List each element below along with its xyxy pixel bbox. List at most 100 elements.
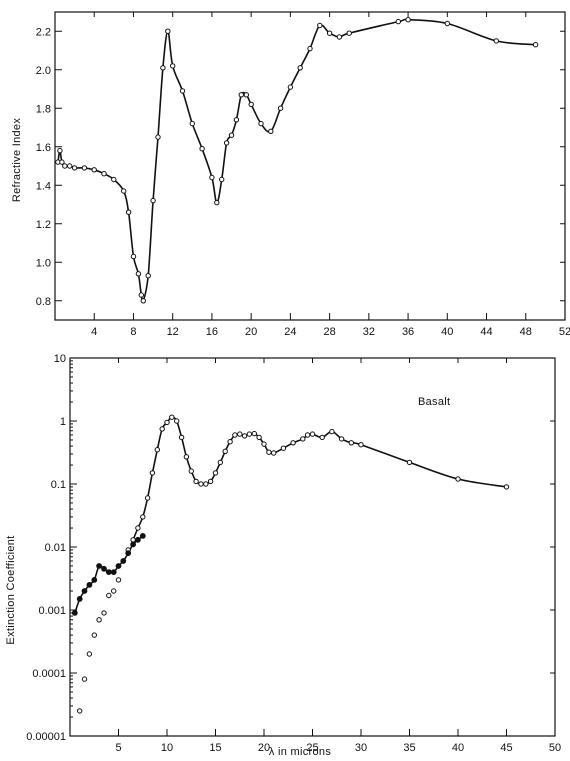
top-series-0-point bbox=[67, 163, 73, 169]
bottom-series-0-point bbox=[91, 632, 98, 638]
top-x-tick-label: 52 bbox=[559, 326, 570, 338]
top-series-0-point bbox=[170, 63, 176, 69]
top-y-tick-label: 2.2 bbox=[36, 26, 51, 38]
bottom-series-0-point bbox=[217, 459, 224, 466]
top-series-points bbox=[55, 17, 539, 304]
top-series-0-point bbox=[138, 292, 145, 298]
top-series-0-point bbox=[81, 165, 88, 171]
bottom-series-0-point bbox=[280, 445, 287, 451]
top-x-tick-label: 36 bbox=[402, 326, 414, 338]
bottom-series-0-point bbox=[246, 431, 253, 437]
bottom-series-0-point bbox=[222, 448, 228, 454]
top-series-0-point bbox=[71, 165, 78, 171]
top-y-tick-label: 2.0 bbox=[36, 65, 51, 77]
bottom-x-tick-label: 45 bbox=[500, 742, 512, 754]
top-series-0-point bbox=[493, 38, 499, 44]
top-y-tick-label: 1.8 bbox=[36, 103, 51, 115]
top-series-0-point bbox=[405, 17, 411, 23]
bottom-series-0-point bbox=[241, 433, 248, 439]
top-y-tick-label: 1.6 bbox=[36, 142, 51, 154]
top-y-tick-label: 1.2 bbox=[36, 219, 51, 231]
bottom-series-0-point bbox=[338, 436, 345, 442]
bottom-series-0-point bbox=[227, 439, 233, 445]
bottom-series-1-point bbox=[71, 610, 78, 616]
top-series-0-point bbox=[258, 120, 264, 127]
top-series-0-line bbox=[57, 18, 537, 303]
bottom-series-0-point bbox=[111, 588, 117, 594]
bottom-series-0-point bbox=[212, 470, 219, 476]
bottom-series-0-point bbox=[329, 428, 335, 435]
bottom-series-0-point bbox=[198, 481, 204, 487]
top-x-tick-label: 48 bbox=[520, 326, 532, 338]
bottom-x-tick-label: 15 bbox=[209, 742, 221, 754]
bottom-series-0-point bbox=[144, 495, 151, 501]
bottom-series-0-point bbox=[135, 525, 141, 531]
bottom-series-0-point bbox=[232, 432, 238, 438]
top-series-0-point bbox=[101, 171, 107, 177]
top-plot-frame bbox=[54, 11, 566, 321]
bottom-series-0-point bbox=[406, 459, 413, 466]
bottom-series-lines bbox=[74, 416, 508, 614]
bottom-series-0-point bbox=[178, 434, 185, 441]
bottom-y-axis: 0.00001 0.0001 0.001 0.01 0.1 1 10 bbox=[26, 353, 555, 743]
bottom-series-0-point bbox=[174, 418, 180, 424]
bottom-series-0-point bbox=[261, 441, 267, 447]
bottom-series-1-point bbox=[130, 541, 137, 548]
bottom-series-1-point bbox=[139, 533, 146, 539]
top-series-lines bbox=[57, 18, 537, 303]
top-series-0-point bbox=[160, 65, 166, 71]
bottom-x-tick-label: 25 bbox=[306, 742, 318, 754]
bottom-series-1-point bbox=[105, 569, 112, 575]
top-x-tick-label: 20 bbox=[245, 326, 257, 338]
bottom-series-0-point bbox=[188, 468, 195, 474]
extinction-coefficient-chart: 5 10 15 20 25 30 35 40 45 50 0.000010.00010.0010.… bbox=[5, 353, 561, 758]
bottom-series-0-point bbox=[237, 431, 243, 437]
top-series-0-point bbox=[307, 45, 313, 52]
bottom-series-1-point bbox=[86, 582, 93, 588]
bottom-series-0-point bbox=[86, 651, 93, 657]
top-series-0-point bbox=[326, 30, 333, 36]
top-series-0-point bbox=[209, 174, 215, 181]
top-series-0-point bbox=[150, 197, 156, 204]
bottom-y-tick-label: 0.01 bbox=[45, 542, 66, 554]
top-series-0-point bbox=[336, 34, 343, 40]
bottom-series-1-point bbox=[135, 536, 141, 543]
bottom-chart-title: Basalt bbox=[418, 396, 450, 408]
bottom-series-0-point bbox=[304, 432, 311, 438]
bottom-series-0-point bbox=[358, 442, 364, 448]
bottom-series-0-point bbox=[140, 514, 146, 520]
top-x-tick-label: 32 bbox=[363, 326, 375, 338]
top-y-tick-label: 0.8 bbox=[36, 296, 51, 308]
top-series-0-point bbox=[214, 199, 220, 206]
bottom-series-0-point bbox=[290, 440, 296, 446]
refractive-index-chart: 4 8 12 16 20 24 28 32 36 40 44 48 52 0.81.01.21.41.6… bbox=[11, 11, 570, 338]
bottom-series-0-point bbox=[455, 476, 461, 482]
bottom-y-tick-label: 10 bbox=[54, 353, 66, 365]
bottom-x-tick-label: 20 bbox=[258, 742, 270, 754]
top-series-0-point bbox=[268, 128, 274, 135]
bottom-series-0-point bbox=[256, 434, 262, 441]
bottom-series-1-point bbox=[76, 596, 83, 602]
bottom-series-1-point bbox=[115, 563, 122, 569]
top-x-tick-label: 12 bbox=[167, 326, 179, 338]
top-series-0-point bbox=[287, 84, 294, 90]
bottom-series-0-point bbox=[266, 449, 272, 455]
bottom-series-0-point bbox=[503, 484, 510, 490]
bottom-y-axis-label: Extinction Coefficient bbox=[5, 535, 17, 644]
bottom-series-0-point bbox=[159, 426, 165, 432]
bottom-series-0-point bbox=[106, 592, 112, 599]
top-series-0-point bbox=[395, 18, 401, 25]
bottom-x-tick-label: 5 bbox=[115, 742, 121, 754]
bottom-series-0-point bbox=[193, 478, 199, 485]
top-series-0-point bbox=[219, 176, 225, 183]
bottom-series-1-point bbox=[96, 563, 102, 569]
top-series-0-point bbox=[189, 120, 196, 127]
bottom-series-0-point bbox=[183, 454, 190, 460]
bottom-x-axis-label: λ in microns bbox=[269, 746, 331, 758]
top-series-0-point bbox=[125, 209, 132, 215]
top-y-tick-label: 1.4 bbox=[36, 180, 51, 192]
top-series-0-point bbox=[248, 101, 254, 108]
bottom-series-0-line bbox=[132, 416, 508, 541]
top-series-0-point bbox=[62, 163, 68, 169]
